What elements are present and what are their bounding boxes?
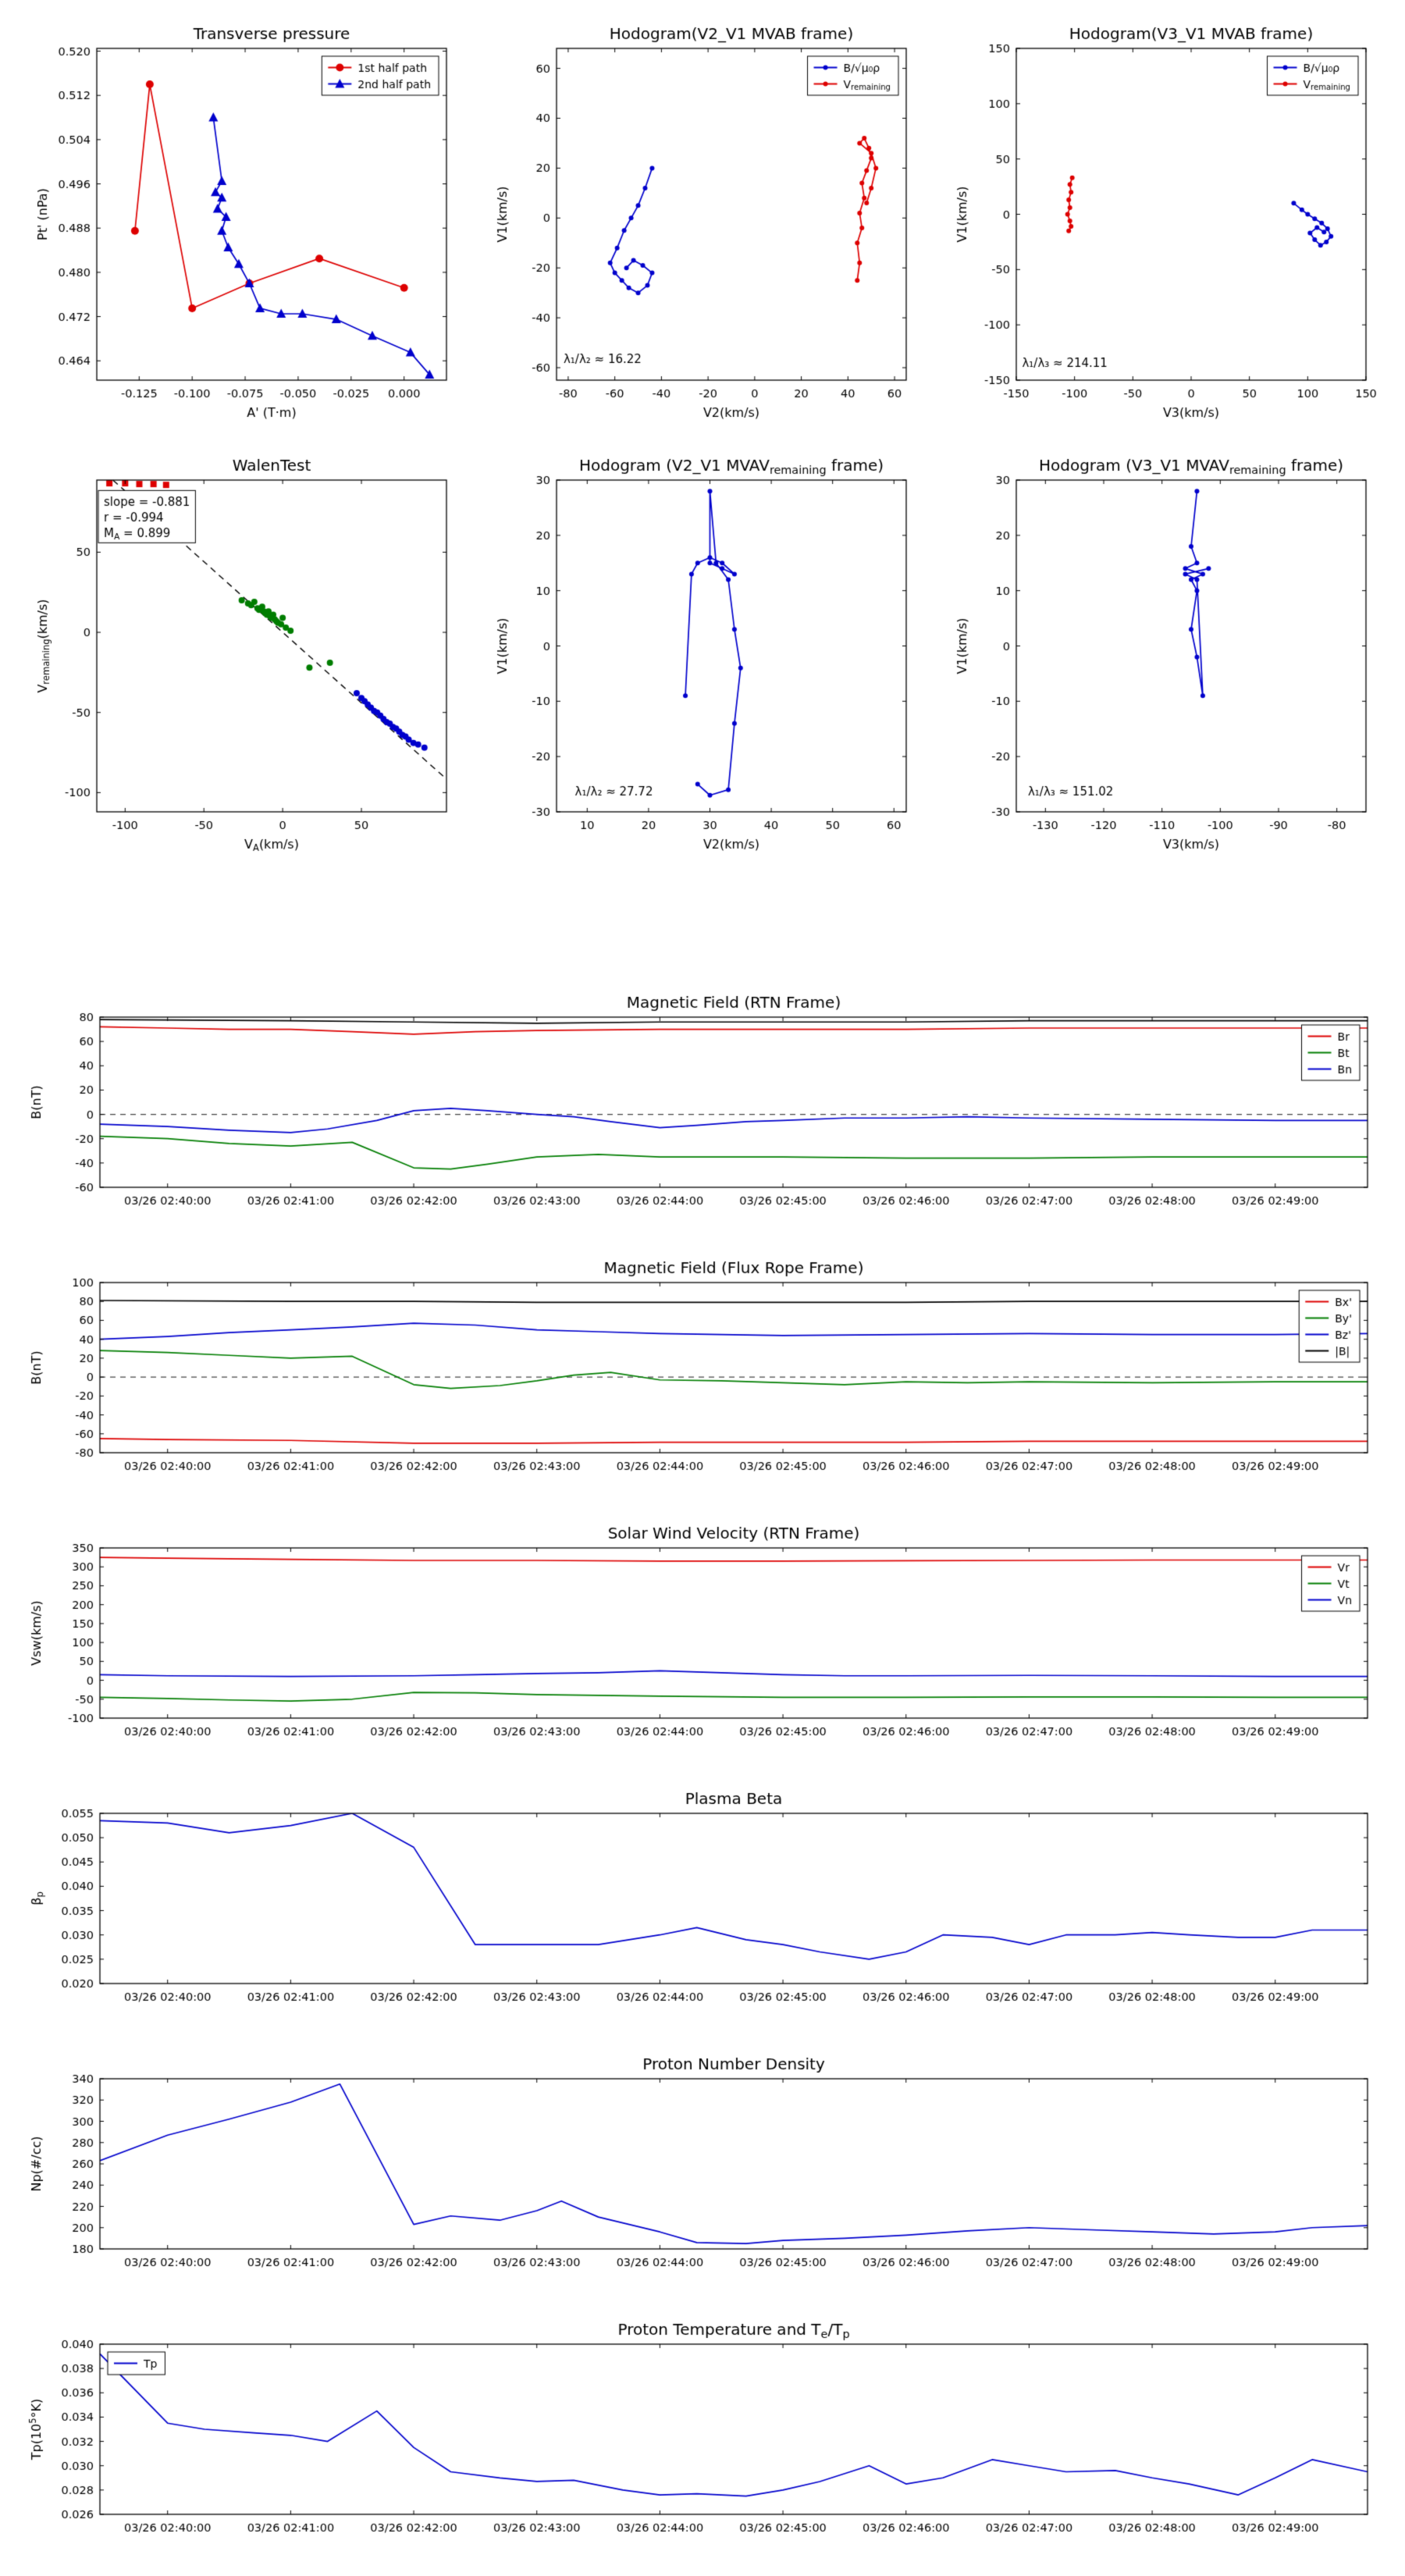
plasma-beta-panel xyxy=(0,1784,1405,2018)
walen-test-chart xyxy=(28,449,457,859)
top-chart-row xyxy=(0,0,1405,427)
solar-wind-velocity-panel xyxy=(0,1518,1405,1752)
hodogram-v3v1-mvav-chart xyxy=(948,449,1377,859)
plasma-beta-chart xyxy=(22,1784,1380,2018)
proton-density-panel xyxy=(0,2049,1405,2283)
hodogram-v2v1-mvab-chart xyxy=(488,17,917,427)
proton-temperature-panel xyxy=(0,2314,1405,2549)
magnetic-field-fluxrope-panel xyxy=(0,1253,1405,1487)
solar-wind-velocity-chart xyxy=(22,1518,1380,1752)
magnetic-field-fluxrope-chart xyxy=(22,1253,1380,1487)
proton-temperature-chart xyxy=(22,2314,1380,2549)
proton-density-chart xyxy=(22,2049,1380,2283)
second-chart-row xyxy=(0,427,1405,859)
transverse-pressure-chart xyxy=(28,17,457,427)
magnetic-field-rtn-panel xyxy=(0,987,1405,1222)
hodogram-v2v1-mvav-chart xyxy=(488,449,917,859)
hodogram-v3v1-mvab-chart xyxy=(948,17,1377,427)
magnetic-field-rtn-chart xyxy=(22,987,1380,1222)
